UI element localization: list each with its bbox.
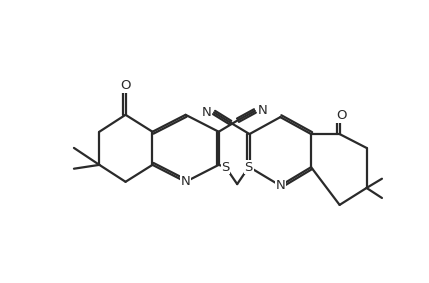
Text: S: S bbox=[245, 161, 253, 174]
Text: N: N bbox=[201, 106, 211, 119]
Text: S: S bbox=[221, 161, 230, 174]
Text: N: N bbox=[275, 179, 285, 192]
Text: O: O bbox=[336, 109, 346, 122]
Text: N: N bbox=[181, 175, 190, 188]
Text: N: N bbox=[258, 104, 268, 117]
Text: O: O bbox=[120, 79, 131, 92]
